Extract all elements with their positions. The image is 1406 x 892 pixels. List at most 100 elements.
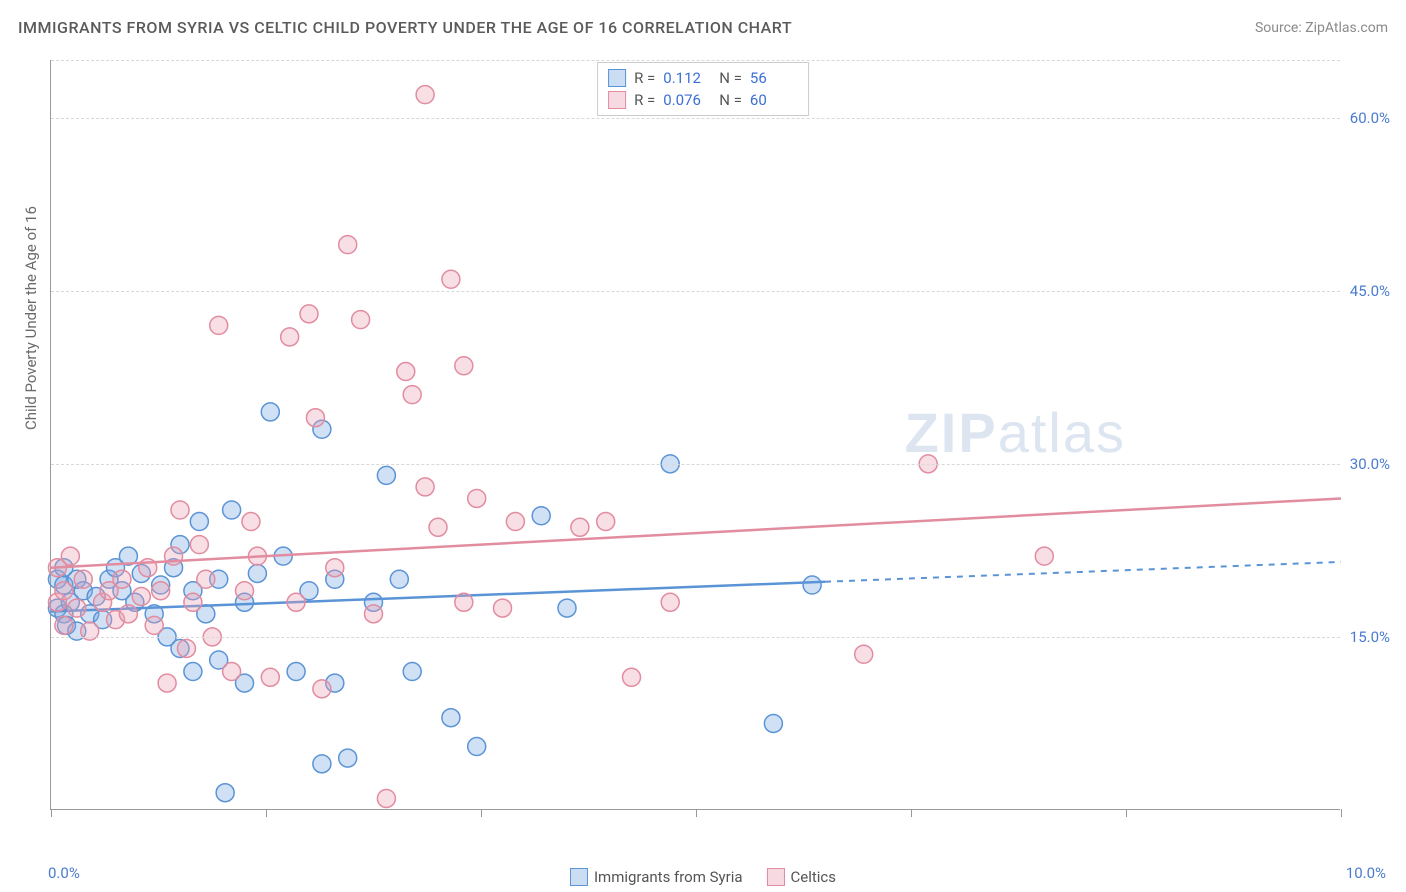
scatter-point [145,616,163,634]
scatter-point [326,559,344,577]
scatter-point [558,599,576,617]
scatter-point [287,663,305,681]
scatter-point [403,386,421,404]
x-tick [266,809,267,817]
scatter-point [1035,547,1053,565]
scatter-point [132,588,150,606]
scatter-point [55,582,73,600]
legend-series-item: Immigrants from Syria [570,868,743,886]
scatter-point [855,645,873,663]
scatter-point [113,570,131,588]
gridline [51,118,1340,119]
plot-area [50,60,1340,810]
scatter-point [152,582,170,600]
scatter-point [190,513,208,531]
scatter-point [242,513,260,531]
y-axis-label: Child Poverty Under the Age of 16 [22,206,40,430]
scatter-point [377,789,395,807]
scatter-point [339,749,357,767]
scatter-point [416,478,434,496]
scatter-point [416,86,434,104]
scatter-point [68,599,86,617]
scatter-point [468,489,486,507]
x-tick [911,809,912,817]
scatter-point [442,270,460,288]
trend-line [51,498,1341,567]
gridline [51,637,1340,638]
scatter-point [506,513,524,531]
legend-series: Immigrants from Syria Celtics [570,868,836,886]
legend-series-label: Immigrants from Syria [594,868,743,886]
scatter-point [397,363,415,381]
scatter-point [429,518,447,536]
y-tick-label: 30.0% [1350,455,1390,473]
scatter-point [442,709,460,727]
chart-title: IMMIGRANTS FROM SYRIA VS CELTIC CHILD PO… [18,18,792,37]
scatter-point [468,738,486,756]
scatter-point [571,518,589,536]
x-tick-label-max: 10.0% [1346,864,1386,882]
scatter-point [184,663,202,681]
scatter-point [216,784,234,802]
y-tick-label: 15.0% [1350,628,1390,646]
scatter-point [223,663,241,681]
legend-r-label: R = [634,69,655,87]
source-label: Source: ZipAtlas.com [1255,20,1388,36]
scatter-point [223,501,241,519]
scatter-point [55,616,73,634]
x-tick [1341,809,1342,817]
legend-r-value: 0.112 [663,69,711,87]
scatter-point [261,668,279,686]
x-tick [51,809,52,817]
scatter-point [455,593,473,611]
legend-correlation-row: R =0.076N =60 [608,89,798,111]
legend-n-label: N = [719,91,742,109]
scatter-point [184,593,202,611]
scatter-point [764,714,782,732]
x-tick-label-min: 0.0% [48,864,80,882]
scatter-point [300,305,318,323]
scatter-point [390,570,408,588]
legend-n-label: N = [719,69,742,87]
scatter-point [403,663,421,681]
scatter-point [455,357,473,375]
y-tick-label: 60.0% [1350,109,1390,127]
scatter-point [313,755,331,773]
legend-n-value: 56 [750,69,798,87]
scatter-point [281,328,299,346]
scatter-point [74,570,92,588]
scatter-point [661,593,679,611]
x-tick [481,809,482,817]
x-tick [1126,809,1127,817]
scatter-point [803,576,821,594]
scatter-point [158,674,176,692]
scatter-point [597,513,615,531]
gridline [51,464,1340,465]
scatter-point [261,403,279,421]
scatter-point [197,570,215,588]
scatter-point [287,593,305,611]
y-tick-label: 45.0% [1350,282,1390,300]
scatter-point [365,605,383,623]
legend-r-label: R = [634,91,655,109]
scatter-point [177,639,195,657]
scatter-point [119,605,137,623]
scatter-point [313,680,331,698]
legend-correlation: R =0.112N =56R =0.076N =60 [597,62,809,116]
scatter-point [171,501,189,519]
trend-line-dashed [825,562,1341,582]
legend-swatch [608,91,626,109]
scatter-point [623,668,641,686]
legend-series-item: Celtics [767,868,837,886]
scatter-point [210,316,228,334]
scatter-point [339,236,357,254]
scatter-point [377,466,395,484]
scatter-point [306,409,324,427]
scatter-point [61,547,79,565]
scatter-point [494,599,512,617]
legend-r-value: 0.076 [663,91,711,109]
title-bar: IMMIGRANTS FROM SYRIA VS CELTIC CHILD PO… [18,18,1388,37]
scatter-point [236,582,254,600]
legend-swatch [570,868,588,886]
legend-swatch [608,69,626,87]
